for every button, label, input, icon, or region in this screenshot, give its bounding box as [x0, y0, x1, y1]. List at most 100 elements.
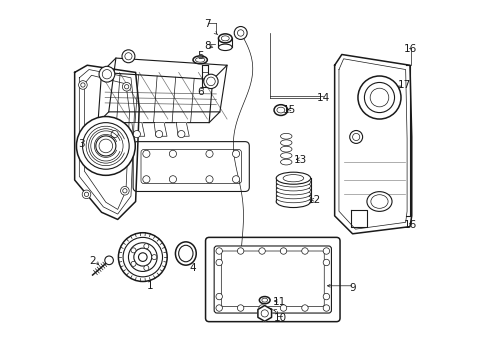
- Circle shape: [122, 82, 131, 91]
- Ellipse shape: [276, 181, 311, 191]
- Circle shape: [232, 150, 240, 157]
- Circle shape: [350, 131, 363, 143]
- Circle shape: [280, 248, 287, 254]
- Circle shape: [131, 261, 136, 266]
- Polygon shape: [101, 58, 227, 80]
- Circle shape: [122, 50, 135, 63]
- Circle shape: [105, 256, 113, 265]
- Circle shape: [237, 305, 244, 311]
- Ellipse shape: [193, 56, 207, 64]
- Circle shape: [261, 310, 269, 317]
- Circle shape: [216, 248, 222, 254]
- Circle shape: [207, 77, 215, 86]
- Ellipse shape: [219, 44, 232, 50]
- FancyBboxPatch shape: [205, 237, 340, 321]
- Circle shape: [111, 131, 118, 138]
- Circle shape: [96, 136, 116, 156]
- Circle shape: [78, 81, 87, 89]
- Circle shape: [234, 27, 247, 40]
- FancyBboxPatch shape: [133, 141, 249, 192]
- Circle shape: [123, 237, 163, 277]
- Circle shape: [323, 248, 330, 254]
- Text: 11: 11: [272, 297, 286, 307]
- Text: 17: 17: [398, 80, 411, 90]
- Ellipse shape: [276, 185, 311, 195]
- Circle shape: [128, 243, 157, 271]
- Ellipse shape: [276, 177, 311, 187]
- Circle shape: [216, 293, 222, 300]
- Text: 14: 14: [317, 93, 331, 103]
- Text: 15: 15: [283, 105, 296, 115]
- Circle shape: [323, 293, 330, 300]
- Circle shape: [82, 190, 91, 199]
- Polygon shape: [176, 123, 189, 136]
- Ellipse shape: [219, 34, 232, 43]
- Circle shape: [143, 176, 150, 183]
- Text: 6: 6: [197, 87, 203, 97]
- Text: 13: 13: [294, 155, 307, 165]
- Text: 10: 10: [274, 313, 288, 323]
- Circle shape: [89, 129, 123, 163]
- Circle shape: [152, 255, 157, 260]
- Circle shape: [76, 117, 135, 175]
- Polygon shape: [335, 54, 412, 234]
- Text: 3: 3: [78, 139, 85, 149]
- Circle shape: [237, 248, 244, 254]
- Circle shape: [133, 131, 141, 138]
- Ellipse shape: [276, 189, 311, 199]
- Circle shape: [82, 123, 129, 169]
- Ellipse shape: [196, 58, 205, 62]
- Circle shape: [238, 30, 244, 36]
- Circle shape: [323, 259, 330, 266]
- Circle shape: [280, 305, 287, 311]
- Ellipse shape: [280, 140, 292, 145]
- Circle shape: [206, 150, 213, 157]
- Circle shape: [122, 189, 127, 193]
- Ellipse shape: [175, 242, 196, 265]
- Text: 16: 16: [403, 44, 416, 54]
- Circle shape: [232, 176, 240, 183]
- Ellipse shape: [280, 159, 292, 165]
- Circle shape: [134, 248, 152, 266]
- Circle shape: [370, 88, 389, 107]
- Text: 8: 8: [204, 41, 211, 50]
- Circle shape: [125, 53, 132, 60]
- Circle shape: [119, 233, 167, 282]
- Ellipse shape: [262, 298, 268, 302]
- Ellipse shape: [274, 105, 288, 116]
- Circle shape: [139, 253, 147, 261]
- Text: 7: 7: [204, 19, 211, 29]
- Circle shape: [143, 150, 150, 157]
- Text: 5: 5: [197, 51, 203, 61]
- Circle shape: [144, 244, 149, 249]
- Ellipse shape: [280, 146, 292, 152]
- Polygon shape: [154, 123, 167, 136]
- FancyBboxPatch shape: [221, 251, 324, 307]
- Circle shape: [302, 248, 308, 254]
- Circle shape: [323, 305, 330, 311]
- Ellipse shape: [367, 192, 392, 211]
- Ellipse shape: [221, 36, 229, 41]
- FancyBboxPatch shape: [141, 149, 242, 184]
- Circle shape: [170, 150, 176, 157]
- Circle shape: [170, 176, 176, 183]
- Circle shape: [365, 82, 394, 113]
- Ellipse shape: [283, 175, 304, 182]
- Ellipse shape: [99, 139, 113, 153]
- Circle shape: [353, 134, 360, 140]
- Ellipse shape: [276, 193, 311, 203]
- Circle shape: [101, 141, 110, 150]
- Text: 4: 4: [190, 263, 196, 273]
- FancyBboxPatch shape: [214, 246, 331, 313]
- Polygon shape: [110, 123, 122, 136]
- Circle shape: [206, 176, 213, 183]
- Circle shape: [131, 248, 136, 253]
- Ellipse shape: [179, 245, 193, 262]
- Ellipse shape: [276, 195, 311, 208]
- Polygon shape: [74, 65, 139, 220]
- Circle shape: [99, 66, 115, 82]
- Circle shape: [81, 83, 85, 87]
- Text: 2: 2: [89, 256, 96, 266]
- Ellipse shape: [259, 297, 270, 304]
- Circle shape: [155, 131, 163, 138]
